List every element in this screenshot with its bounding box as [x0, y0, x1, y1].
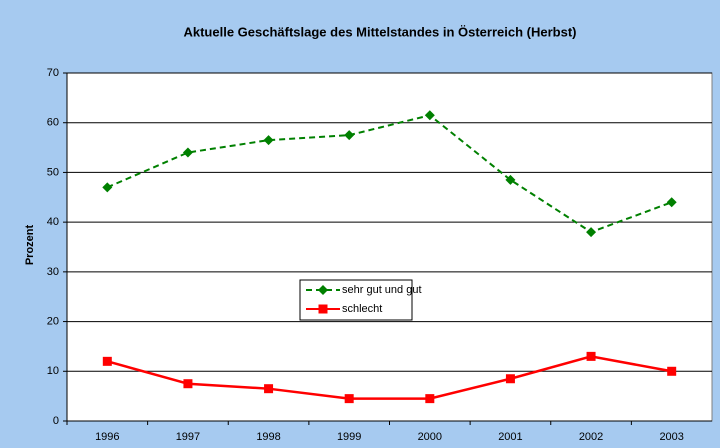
marker [318, 304, 328, 314]
x-tick-label: 1997 [176, 431, 200, 443]
plot-area [66, 72, 713, 422]
marker [264, 384, 274, 394]
y-tick-label: 10 [47, 365, 59, 377]
marker [102, 182, 113, 193]
y-tick-label: 30 [47, 266, 59, 278]
marker [505, 174, 516, 185]
line [106, 114, 673, 234]
x-tick-label: 2003 [659, 431, 683, 443]
y-axis-label: Prozent [24, 224, 36, 265]
marker [263, 135, 274, 146]
y-tick-label: 60 [47, 117, 59, 129]
marker [102, 356, 112, 366]
marker [586, 351, 596, 361]
y-tick-label: 40 [47, 216, 59, 228]
y-tick-label: 0 [53, 415, 59, 427]
marker [425, 394, 435, 404]
marker [182, 147, 193, 158]
marker [183, 379, 193, 389]
x-tick-label: 2002 [579, 431, 603, 443]
y-tick-label: 70 [47, 67, 59, 79]
x-tick-label: 2001 [498, 431, 522, 443]
marker [424, 110, 435, 121]
legend-label: schlecht [342, 303, 382, 315]
legend-label: sehr gut und gut [342, 284, 422, 296]
marker [344, 130, 355, 141]
marker [667, 366, 677, 376]
marker [666, 197, 677, 208]
y-tick-label: 50 [47, 166, 59, 178]
chart-title: Aktuelle Geschäftslage des Mittelstandes… [183, 24, 576, 39]
marker [344, 394, 354, 404]
marker [318, 285, 328, 295]
marker [505, 374, 515, 384]
x-tick-label: 2000 [418, 431, 442, 443]
x-tick-label: 1996 [95, 431, 119, 443]
line [106, 355, 672, 400]
marker [586, 227, 597, 238]
x-tick-label: 1998 [256, 431, 280, 443]
x-tick-label: 1999 [337, 431, 361, 443]
y-tick-label: 20 [47, 315, 59, 327]
